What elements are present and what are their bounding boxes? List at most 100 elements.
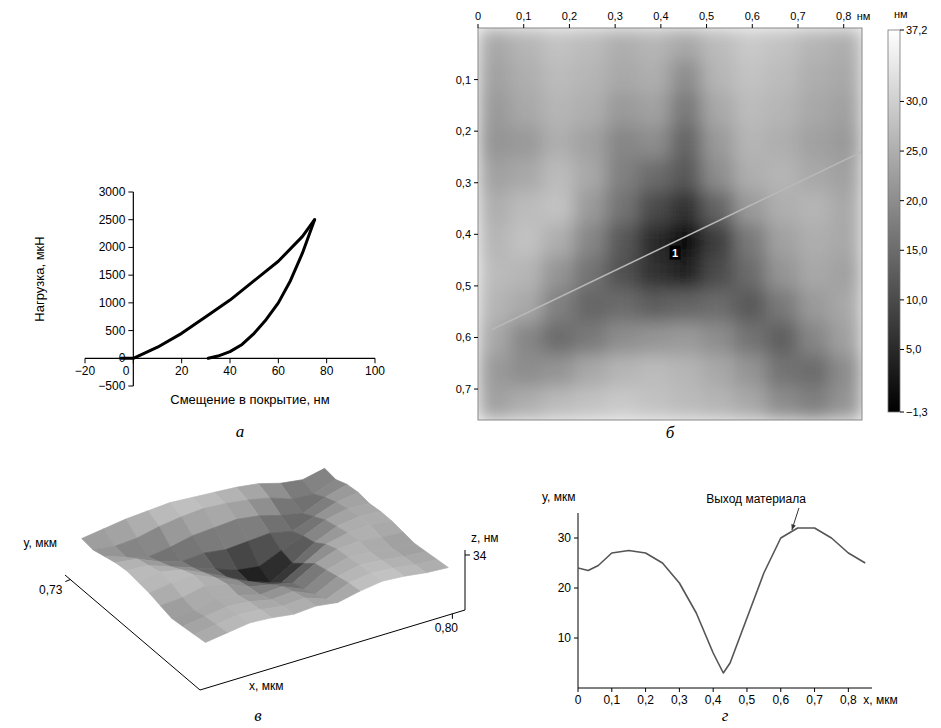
y-axis (65, 575, 200, 690)
y-tick-label: 0,73 (39, 583, 63, 597)
cell (542, 355, 575, 388)
x-tick (645, 688, 646, 692)
cell (734, 28, 767, 61)
cell (670, 257, 703, 290)
x-tick (375, 358, 376, 363)
cell (606, 224, 639, 257)
x-tick (615, 24, 616, 28)
panel-letter: б (666, 423, 675, 442)
x-tick-label: 0,6 (745, 10, 760, 22)
x-tick-label: 0,5 (739, 693, 756, 707)
y-tick (128, 386, 133, 387)
y-axis-title: Нагрузка, мкН (32, 236, 47, 321)
cell (702, 126, 735, 159)
x-tick-label: 0,2 (637, 693, 654, 707)
annotation-arrow (792, 508, 799, 530)
cell (638, 126, 671, 159)
y-tick-label: 1500 (99, 268, 126, 282)
x-tick-label: −20 (75, 364, 96, 378)
x-tick (326, 358, 327, 363)
colorbar-tick (900, 349, 904, 350)
colorbar-tick-label: 15,0 (906, 244, 927, 256)
y-axis (578, 513, 579, 688)
cell (574, 289, 607, 322)
image-area (478, 28, 862, 420)
cell (734, 387, 767, 420)
cell (766, 387, 799, 420)
y-tick (65, 580, 70, 582)
cell (670, 387, 703, 420)
cell (638, 159, 671, 192)
y-tick (474, 131, 478, 132)
y-tick-label: 20 (558, 581, 572, 595)
panel-b: 100,10,20,30,40,50,60,70,8нм0,10,20,30,4… (456, 8, 928, 421)
cell (766, 28, 799, 61)
cell (798, 126, 831, 159)
y-tick (474, 337, 478, 338)
cell (574, 159, 607, 192)
cell (574, 355, 607, 388)
y-tick-label: 10 (558, 631, 572, 645)
y-tick-label: 0,3 (456, 177, 471, 189)
x-axis-title: x, мкм (863, 693, 897, 707)
frame (478, 28, 862, 420)
x-tick-label: 0 (575, 693, 582, 707)
y-axis-title: y, мкм (542, 490, 576, 504)
y-tick-label: −500 (98, 379, 125, 393)
cell (510, 257, 543, 290)
y-axis-title: y, мкм (23, 536, 57, 550)
y-tick (474, 182, 478, 183)
colorbar-tick (900, 250, 904, 251)
cell (830, 159, 862, 192)
cell (702, 61, 735, 94)
x-tick-label: 0,1 (516, 10, 531, 22)
y-tick-label: 0,2 (456, 125, 471, 137)
cell (830, 387, 862, 420)
cell (734, 257, 767, 290)
y-tick (474, 285, 478, 286)
cell (478, 387, 511, 420)
figure: −500050010001500200025003000−20020406080… (0, 0, 941, 728)
cell (734, 93, 767, 126)
y-tick-label: 3000 (99, 185, 126, 199)
y-tick (128, 192, 133, 193)
x-axis-title: нм (857, 10, 871, 22)
panel-letter: в (254, 706, 262, 725)
x-tick-label: 0,80 (435, 621, 459, 635)
cell (606, 355, 639, 388)
surface-patch (93, 546, 126, 557)
cell (798, 387, 831, 420)
cell (702, 355, 735, 388)
x-tick-label: 40 (223, 364, 237, 378)
cell (510, 93, 543, 126)
panel-letter: а (236, 422, 245, 441)
cell (478, 355, 511, 388)
surface-patch (82, 529, 115, 550)
cell (574, 28, 607, 61)
cell (574, 191, 607, 224)
z-axis (465, 550, 466, 610)
cell (478, 93, 511, 126)
cell (766, 289, 799, 322)
x-tick (780, 688, 781, 692)
cell (606, 28, 639, 61)
cell (798, 61, 831, 94)
cell (830, 93, 862, 126)
x-tick (230, 358, 231, 363)
cell (478, 61, 511, 94)
cell (606, 93, 639, 126)
y-tick-label: 500 (105, 324, 125, 338)
x-tick (569, 24, 570, 28)
x-tick (706, 24, 707, 28)
x-tick-label: 0,8 (840, 693, 857, 707)
y-tick-label: 0,6 (456, 331, 471, 343)
surface-patch (194, 625, 227, 643)
cell (734, 61, 767, 94)
x-axis-title: x, мкм (249, 679, 283, 693)
cell (830, 289, 862, 322)
cell (478, 28, 511, 61)
cell (542, 322, 575, 355)
cell (542, 93, 575, 126)
x-tick (523, 24, 524, 28)
y-tick (574, 538, 578, 539)
